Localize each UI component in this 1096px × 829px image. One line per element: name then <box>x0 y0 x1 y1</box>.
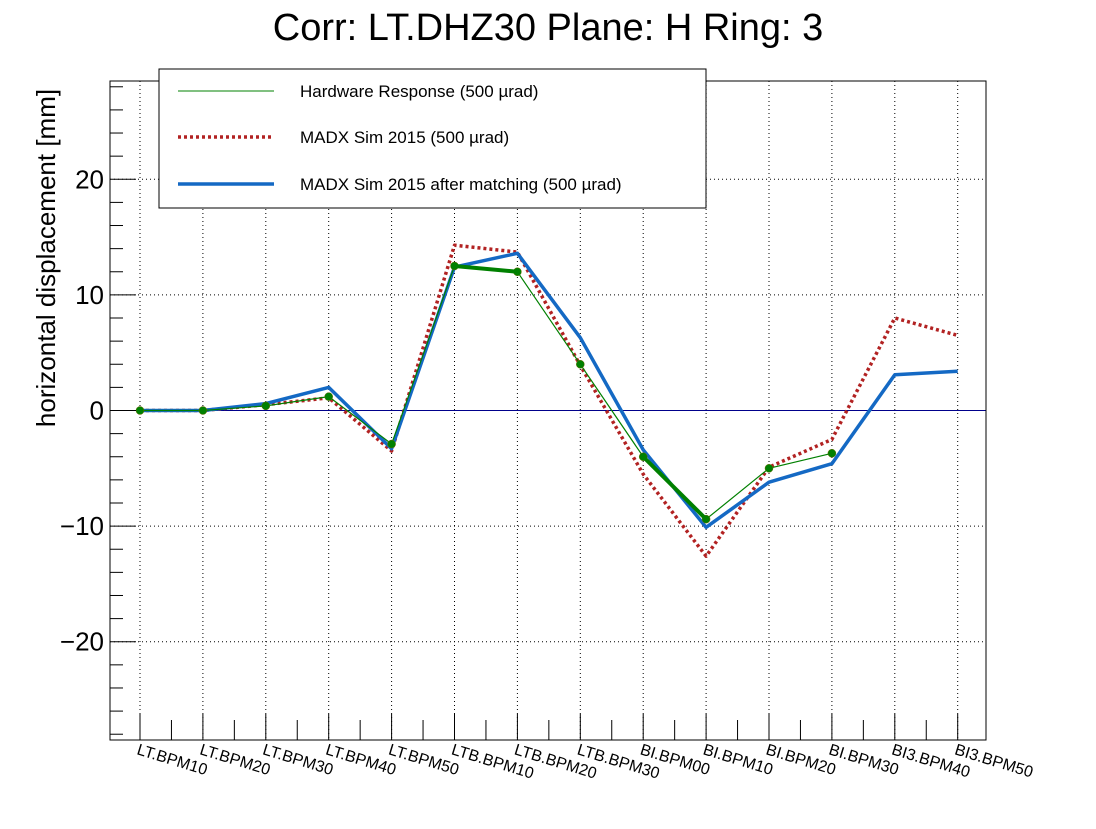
y-tick-label: 0 <box>90 396 104 426</box>
y-tick-label: −20 <box>60 627 104 657</box>
data-point <box>324 392 333 401</box>
series-line <box>140 251 958 530</box>
x-tick-label: LT.BPM50 <box>386 742 461 780</box>
series-error-band <box>454 263 518 274</box>
x-tick-label: BI.BPM20 <box>764 742 838 779</box>
data-point <box>827 449 837 458</box>
data-point <box>576 360 585 369</box>
series-line <box>140 265 833 520</box>
y-tick-label: −10 <box>60 511 104 541</box>
x-tick-label: LT.BPM30 <box>261 742 336 780</box>
series-0 <box>135 261 837 524</box>
y-axis-label: horizontal displacement [mm] <box>31 89 61 427</box>
data-point <box>764 464 774 473</box>
series-line <box>140 243 959 558</box>
x-tick-label: BI.BPM10 <box>701 742 775 779</box>
x-tick-label: LT.BPM40 <box>324 742 399 780</box>
data-point <box>261 401 271 411</box>
x-tick-label: LT.BPM20 <box>198 742 273 780</box>
legend-label: Hardware Response (500 µrad) <box>300 82 538 101</box>
x-tick-label: LT.BPM10 <box>135 742 210 780</box>
y-tick-label: 20 <box>75 164 104 194</box>
legend-label: MADX Sim 2015 after matching (500 µrad) <box>300 175 622 194</box>
legend-label: MADX Sim 2015 (500 µrad) <box>300 128 509 147</box>
series-1 <box>140 243 959 558</box>
y-tick-label: 10 <box>75 280 104 310</box>
x-tick-label: BI.BPM30 <box>827 742 901 779</box>
data-point <box>135 406 145 415</box>
data-point <box>387 439 396 449</box>
chart-title: Corr: LT.DHZ30 Plane: H Ring: 3 <box>273 7 824 49</box>
legend: Hardware Response (500 µrad) MADX Sim 201… <box>158 68 707 209</box>
series-2 <box>140 251 958 530</box>
series-layer <box>135 243 959 558</box>
data-point <box>198 406 208 415</box>
series-error-band <box>641 455 708 521</box>
